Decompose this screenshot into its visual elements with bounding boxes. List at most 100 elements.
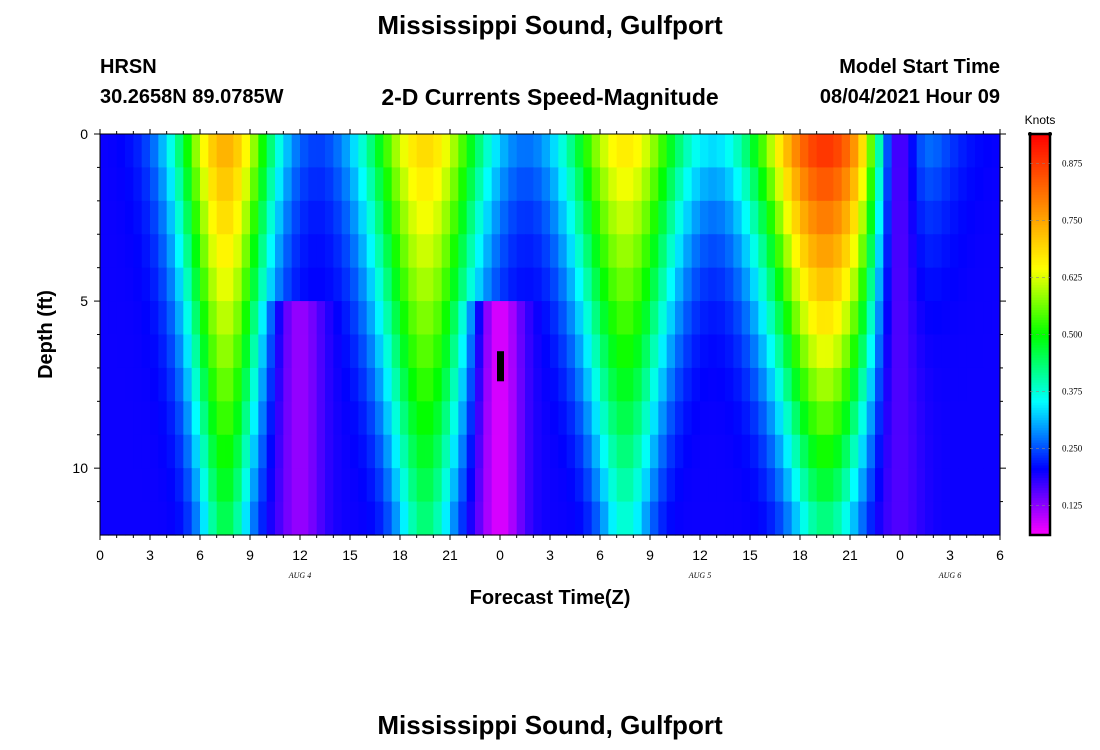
heatmap-cell — [841, 301, 851, 336]
heatmap-cell — [775, 301, 784, 336]
heatmap-cell — [275, 267, 284, 302]
heatmap-cell — [941, 367, 951, 402]
heatmap-cell — [291, 501, 301, 536]
heatmap-cell — [408, 468, 418, 503]
heatmap-cell — [725, 200, 734, 235]
heatmap-cell — [658, 267, 668, 302]
colorbar-segment — [1030, 472, 1050, 476]
heatmap-cell — [391, 301, 401, 336]
heatmap-cell — [741, 234, 751, 269]
heatmap-cell — [925, 434, 934, 469]
heatmap-cell — [983, 301, 993, 336]
heatmap-cell — [750, 267, 759, 302]
heatmap-cell — [766, 434, 776, 469]
heatmap-cell — [733, 367, 743, 402]
heatmap-cell — [191, 234, 201, 269]
heatmap-cell — [191, 301, 201, 336]
heatmap-cell — [858, 401, 868, 436]
heatmap-cell — [633, 367, 643, 402]
heatmap-cell — [625, 501, 634, 536]
heatmap-cell — [108, 367, 118, 402]
heatmap-cell — [808, 334, 818, 369]
heatmap-cell — [683, 468, 693, 503]
heatmap-cell — [491, 267, 501, 302]
heatmap-cell — [616, 267, 626, 302]
colorbar-segment — [1030, 449, 1050, 453]
heatmap-cell — [708, 134, 718, 169]
heatmap-cell — [575, 234, 584, 269]
heatmap-cell — [108, 200, 118, 235]
colorbar-segment — [1030, 482, 1050, 486]
heatmap-cell — [633, 468, 643, 503]
heatmap-cell — [425, 167, 434, 202]
heatmap-cell — [816, 234, 826, 269]
heatmap-cell — [983, 200, 993, 235]
heatmap-cell — [975, 468, 984, 503]
heatmap-cell — [266, 167, 276, 202]
heatmap-cell — [141, 334, 151, 369]
heatmap-cell — [108, 501, 118, 536]
heatmap-cell — [966, 267, 976, 302]
heatmap-cell — [233, 401, 243, 436]
heatmap-cell — [866, 501, 876, 536]
heatmap-cell — [533, 167, 543, 202]
colorbar-segment — [1030, 434, 1050, 438]
heatmap-cell — [425, 200, 434, 235]
heatmap-cell — [825, 200, 834, 235]
heatmap-cell — [800, 167, 809, 202]
heatmap-cell — [800, 234, 809, 269]
heatmap-cell — [741, 334, 751, 369]
heatmap-cell — [375, 301, 384, 336]
heatmap-cell — [641, 468, 651, 503]
heatmap-cell — [116, 167, 126, 202]
heatmap-cell — [225, 434, 234, 469]
colorbar-segment — [1030, 271, 1050, 275]
heatmap-cell — [958, 200, 968, 235]
heatmap-cell — [425, 301, 434, 336]
heatmap-cell — [775, 434, 784, 469]
heatmap-cell — [808, 267, 818, 302]
heatmap-cell — [566, 367, 576, 402]
heatmap-cell — [833, 501, 843, 536]
heatmap-cell — [825, 501, 834, 536]
heatmap-cell — [691, 468, 701, 503]
colorbar-segment — [1030, 209, 1050, 213]
heatmap-cell — [558, 501, 568, 536]
heatmap-cell — [308, 200, 318, 235]
heatmap-cell — [708, 367, 718, 402]
heatmap-cell — [325, 167, 334, 202]
colorbar-segment — [1030, 224, 1050, 228]
colorbar-segment — [1030, 454, 1050, 458]
heatmap-cell — [933, 267, 943, 302]
heatmap-cell — [500, 234, 509, 269]
heatmap-cell — [233, 234, 243, 269]
heatmap-cell — [166, 134, 176, 169]
heatmap-cell — [166, 234, 176, 269]
heatmap-cell — [908, 167, 918, 202]
heatmap-cell — [550, 167, 559, 202]
heatmap-cell — [841, 468, 851, 503]
heatmap-cell — [933, 434, 943, 469]
heatmap-cell — [850, 267, 859, 302]
heatmap-cell — [408, 234, 418, 269]
colorbar-segment — [1030, 437, 1050, 441]
heatmap-cell — [750, 301, 759, 336]
heatmap-cell — [383, 401, 393, 436]
heatmap-cell — [766, 468, 776, 503]
heatmap-cell — [800, 334, 809, 369]
colorbar-segment — [1030, 389, 1050, 393]
heatmap-cell — [133, 134, 143, 169]
heatmap-cell — [133, 334, 143, 369]
heatmap-cell — [816, 200, 826, 235]
heatmap-cell — [825, 434, 834, 469]
heatmap-cell — [308, 301, 318, 336]
heatmap-cell — [266, 367, 276, 402]
heatmap-cell — [650, 200, 659, 235]
heatmap-cell — [275, 200, 284, 235]
heatmap-cell — [658, 167, 668, 202]
heatmap-cell — [158, 200, 168, 235]
heatmap-cell — [866, 234, 876, 269]
heatmap-cell — [841, 334, 851, 369]
date-label: AUG 5 — [688, 571, 711, 580]
